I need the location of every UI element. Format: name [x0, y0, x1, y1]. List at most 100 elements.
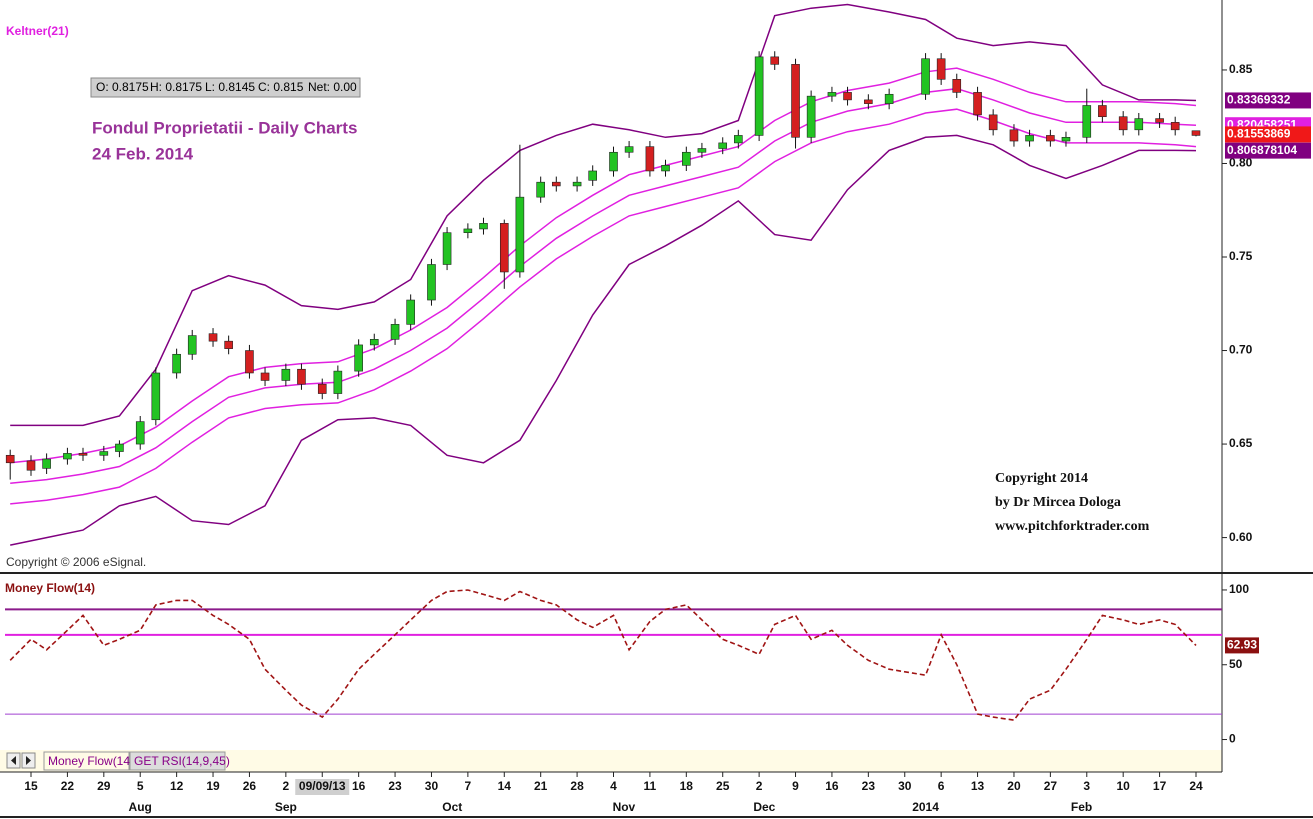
candle-body — [754, 56, 764, 136]
candle-body — [26, 460, 36, 471]
annotation: by Dr Mircea Dologa — [995, 495, 1121, 510]
x-tick-label: 3 — [1083, 779, 1090, 793]
candle-body — [151, 372, 161, 421]
candle-body — [99, 451, 109, 456]
x-tick-label: 26 — [243, 779, 257, 793]
candle-body — [1009, 129, 1019, 142]
x-tick-label: 4 — [610, 779, 617, 793]
candle-body — [827, 92, 837, 97]
x-tick-label: 2 — [756, 779, 763, 793]
chart-subtitle: 24 Feb. 2014 — [92, 144, 194, 163]
last-value-box — [1225, 92, 1311, 109]
candle-body — [406, 299, 415, 325]
arrow-icon — [26, 756, 31, 765]
candle-body — [661, 165, 670, 172]
candle-body — [1061, 136, 1071, 142]
candle-body — [791, 64, 800, 138]
band-line — [10, 134, 1197, 546]
band-line — [10, 3, 1197, 427]
info-high: H: 0.8175 — [150, 80, 202, 94]
candle-body — [843, 92, 852, 101]
candle-body — [1134, 118, 1144, 131]
x-tick-label: 20 — [1007, 779, 1021, 793]
y-tick-label: 0.85 — [1229, 62, 1253, 76]
candle-body — [442, 232, 452, 265]
x-tick-label: 6 — [938, 779, 945, 793]
tab[interactable] — [43, 751, 130, 771]
info-open: O: 0.8175 — [96, 80, 149, 94]
band-line — [10, 108, 1197, 505]
x-tick-label: 17 — [1153, 779, 1167, 793]
tab-label[interactable]: GET RSI(14,9,45) — [134, 754, 230, 768]
candle-body — [734, 135, 743, 144]
candle-body — [479, 223, 488, 230]
candle-body — [317, 383, 327, 394]
candle-body — [499, 223, 509, 273]
tab[interactable] — [129, 751, 226, 771]
candle-body — [551, 181, 561, 187]
annotation: Copyright 2014 — [995, 471, 1088, 486]
x-tick-label: 5 — [137, 779, 144, 793]
y-tick-label: 0.65 — [1229, 436, 1253, 450]
info-box — [90, 77, 361, 98]
x-month-label: Sep — [275, 800, 297, 814]
candle-body — [645, 146, 655, 172]
last-value-label: 0.83369332 — [1227, 93, 1291, 107]
x-tick-label: 16 — [825, 779, 839, 793]
candle-body — [936, 58, 946, 80]
candle-body — [115, 443, 124, 452]
candle-body — [260, 372, 270, 381]
candle-body — [42, 458, 51, 469]
candle-body — [427, 264, 436, 301]
candle-body — [973, 92, 982, 116]
x-tick-label: 28 — [570, 779, 584, 793]
candle-body — [297, 368, 306, 385]
ohlc-info-box: O: 0.8175 H: 0.8175 L: 0.8145 C: 0.815 N… — [90, 77, 361, 98]
band-line — [10, 87, 1197, 485]
candle-body — [1170, 122, 1180, 131]
x-tick-label: 12 — [170, 779, 184, 793]
y-tick-label: 0.60 — [1229, 530, 1253, 544]
x-tick-label: 10 — [1117, 779, 1131, 793]
tab-bar — [0, 750, 1222, 772]
x-tick-label: 30 — [425, 779, 439, 793]
info-low: L: 0.8145 — [205, 80, 255, 94]
tab-controls: Money Flow(14) GET RSI(14,9,45) — [6, 751, 230, 771]
x-tick-label: 24 — [1189, 779, 1203, 793]
candle-body — [884, 93, 894, 104]
candle-body — [390, 324, 400, 340]
indicator-label: Money Flow(14) — [5, 581, 95, 595]
x-tick-label: 2 — [283, 779, 290, 793]
tab-label[interactable]: Money Flow(14) — [48, 754, 134, 768]
candle-body — [921, 58, 930, 95]
x-tick-label: 27 — [1044, 779, 1058, 793]
candle-body — [5, 454, 15, 464]
candle-body — [135, 421, 145, 445]
y-tick-label: 0.70 — [1229, 343, 1253, 357]
x-tick-label: 14 — [498, 779, 512, 793]
x-tick-label: 23 — [388, 779, 402, 793]
x-tick-label: 13 — [971, 779, 985, 793]
x-month-label: 2014 — [912, 800, 939, 814]
candle-body — [682, 151, 691, 166]
candle-body — [1098, 105, 1107, 118]
x-tick-label: 09/09/13 — [299, 779, 346, 793]
candle-body — [369, 339, 379, 346]
candle-body — [208, 333, 218, 342]
last-value-label: 0.806878104 — [1227, 143, 1297, 157]
info-net: Net: 0.00 — [308, 80, 357, 94]
money-flow-line — [9, 589, 1197, 721]
candle-body — [536, 181, 545, 198]
x-tick-label: 11 — [644, 779, 657, 793]
candle-body — [187, 335, 197, 355]
candle-body — [1046, 135, 1055, 142]
band-line — [10, 67, 1197, 464]
candle-body — [624, 146, 634, 153]
candle-body — [1118, 116, 1128, 131]
candle-body — [245, 350, 254, 374]
y-tick-label: 0.80 — [1229, 156, 1253, 170]
candle-body — [697, 148, 707, 153]
x-tick-highlight — [295, 779, 350, 795]
last-value-label: 0.81553869 — [1227, 127, 1291, 141]
candle-body — [354, 344, 363, 372]
